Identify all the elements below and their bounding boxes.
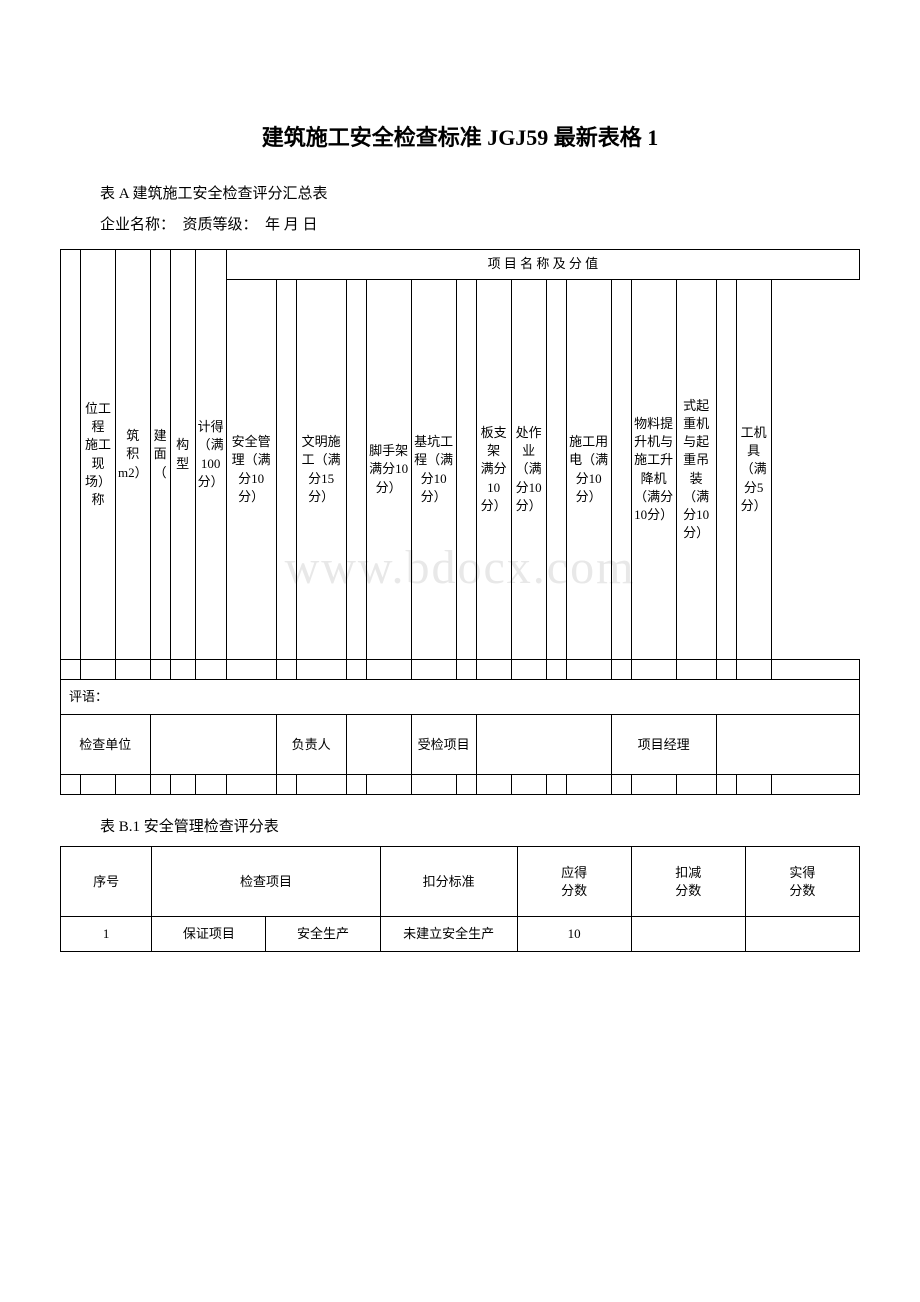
table-b-title: 表 B.1 安全管理检查评分表 [100,815,860,836]
col-total-score: 计得 （满100分） [195,250,226,660]
table-a-comment-row: 评语： [61,680,860,715]
col-foundation: 基坑工程（满分10分） [411,280,456,660]
page-title: 建筑施工安全检查标准 JGJ59 最新表格 1 [60,120,860,152]
col-height-work: 处作业（满分10分） [511,280,546,660]
header-should-score: 应得 分数 [517,847,631,917]
header-actual-score: 实得 分数 [745,847,859,917]
cell-standard: 未建立安全生产 [380,917,517,952]
header-deduct-score: 扣减 分数 [631,847,745,917]
check-unit-label: 检查单位 [61,715,151,775]
responsible-label: 负责人 [276,715,346,775]
document-content: 建筑施工安全检查标准 JGJ59 最新表格 1 表 A 建筑施工安全检查评分汇总… [60,120,860,952]
col-civilized: 文明施工（满分15分） [296,280,346,660]
cell-actual-score [745,917,859,952]
col-formwork: 板支架 满分10分） [476,280,511,660]
cell-item: 安全生产 [266,917,380,952]
table-a-sign-row: 检查单位 负责人 受检项目 项目经理 [61,715,860,775]
header-deduct-standard: 扣分标准 [380,847,517,917]
col-electricity: 施工用电（满分10分） [566,280,611,660]
checked-project-label: 受检项目 [411,715,476,775]
col-crane: 式起重机与起重吊装（满分10分） [676,280,716,660]
table-a: 位工程 施工现场） 称 筑 积 m2） 建面（ 构 型 计得 （满100分） 项… [60,249,860,795]
cell-seq: 1 [61,917,152,952]
table-a-title: 表 A 建筑施工安全检查评分汇总表 [100,182,860,203]
cell-should-score: 10 [517,917,631,952]
table-a-header-row: 位工程 施工现场） 称 筑 积 m2） 建面（ 构 型 计得 （满100分） 项… [61,250,860,280]
project-manager-label: 项目经理 [611,715,716,775]
table-b-row: 1 保证项目 安全生产 未建立安全生产 10 [61,917,860,952]
header-check-item: 检查项目 [152,847,380,917]
col-scaffold: 脚手架 满分10分） [366,280,411,660]
col-tools: 工机具（满分5分） [736,280,771,660]
col-building: 建面（ [150,250,170,660]
header-span: 项 目 名 称 及 分 值 [226,250,859,280]
col-area: 筑 积 m2） [116,250,151,660]
col-safety-mgmt: 安全管理（满分10分） [226,280,276,660]
col-hoist: 物料提升机与施工升降机（满分10分） [631,280,676,660]
col-project-name: 位工程 施工现场） 称 [81,250,116,660]
table-a-data-row [61,660,860,680]
comment-cell: 评语： [61,680,860,715]
table-b-header-row: 序号 检查项目 扣分标准 应得 分数 扣减 分数 实得 分数 [61,847,860,917]
table-b: 序号 检查项目 扣分标准 应得 分数 扣减 分数 实得 分数 1 保证项目 安全… [60,846,860,952]
table-a-meta: 企业名称： 资质等级： 年 月 日 [100,213,860,234]
table-a-bottom-row [61,775,860,795]
cell-deduct-score [631,917,745,952]
cell-category: 保证项目 [152,917,266,952]
header-seq: 序号 [61,847,152,917]
col-structure: 构 型 [170,250,195,660]
